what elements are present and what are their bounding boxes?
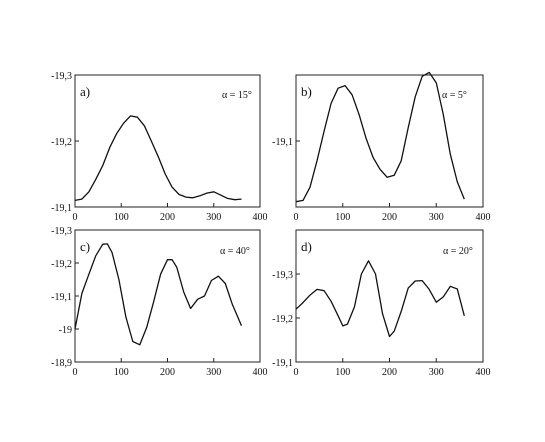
series-line-1 bbox=[74, 115, 242, 202]
x-tick-label: 0 bbox=[294, 367, 299, 378]
y-tick-label: -19,3 bbox=[51, 71, 72, 82]
x-tick-label: 300 bbox=[206, 212, 221, 223]
y-tick-label: -19,3 bbox=[51, 226, 72, 237]
y-tick-label: -19 bbox=[59, 325, 72, 336]
x-tick-label: 200 bbox=[160, 367, 175, 378]
x-tick-label: 300 bbox=[429, 212, 444, 223]
x-tick-label: 300 bbox=[206, 367, 221, 378]
angle-annotation: α = 20° bbox=[443, 246, 473, 257]
angle-annotation: α = 5° bbox=[442, 90, 467, 101]
y-tick-label: -19,1 bbox=[272, 358, 293, 369]
x-tick-label: 400 bbox=[253, 212, 268, 223]
x-tick-label: 100 bbox=[335, 212, 350, 223]
x-tick-label: 400 bbox=[253, 367, 268, 378]
angle-annotation: α = 15° bbox=[222, 90, 252, 101]
x-tick-label: 0 bbox=[294, 212, 299, 223]
x-tick-label: 300 bbox=[429, 367, 444, 378]
x-tick-label: 100 bbox=[335, 367, 350, 378]
y-tick-label: -19,2 bbox=[51, 137, 72, 148]
x-tick-label: 0 bbox=[73, 367, 78, 378]
panel-label: c) bbox=[80, 239, 90, 254]
angle-annotation: α = 40° bbox=[220, 246, 250, 257]
x-tick-label: 100 bbox=[114, 212, 129, 223]
x-tick-label: 0 bbox=[73, 212, 78, 223]
x-tick-label: 400 bbox=[476, 367, 491, 378]
x-tick-label: 100 bbox=[114, 367, 129, 378]
panel-2: 0 100 200 300 400 -19,1 b) α = 5° bbox=[272, 71, 491, 223]
y-tick-label: -19,2 bbox=[272, 314, 293, 325]
panel-3: 0 100 200 300 400 -19,3 -19,2 -19,1 -19 -18,9 c) α … bbox=[51, 226, 267, 378]
panel-1: 0 100 200 300 400 -19,3 -19,2 -19,1 a) α = 15° bbox=[51, 71, 267, 223]
y-tick-label: -19,1 bbox=[51, 203, 72, 214]
series-line-1 bbox=[74, 243, 243, 346]
y-tick-label: -19,1 bbox=[272, 137, 293, 148]
x-tick-label: 200 bbox=[160, 212, 175, 223]
x-tick-label: 200 bbox=[382, 367, 397, 378]
y-tick-label: -19,1 bbox=[51, 292, 72, 303]
x-tick-label: 200 bbox=[382, 212, 397, 223]
y-tick-label: -18,9 bbox=[51, 358, 72, 369]
series-line-1 bbox=[295, 71, 465, 203]
x-tick-label: 400 bbox=[476, 212, 491, 223]
y-tick-label: -19,3 bbox=[272, 270, 293, 281]
panel-label: b) bbox=[301, 84, 312, 99]
panel-label: d) bbox=[301, 239, 312, 254]
series-line-1 bbox=[295, 260, 465, 338]
y-tick-label: -19,2 bbox=[51, 259, 72, 270]
panel-label: a) bbox=[80, 84, 90, 99]
panel-4: 0 100 200 300 400 -19,3 -19,2 -19,1 d) α = 20° bbox=[272, 229, 491, 378]
